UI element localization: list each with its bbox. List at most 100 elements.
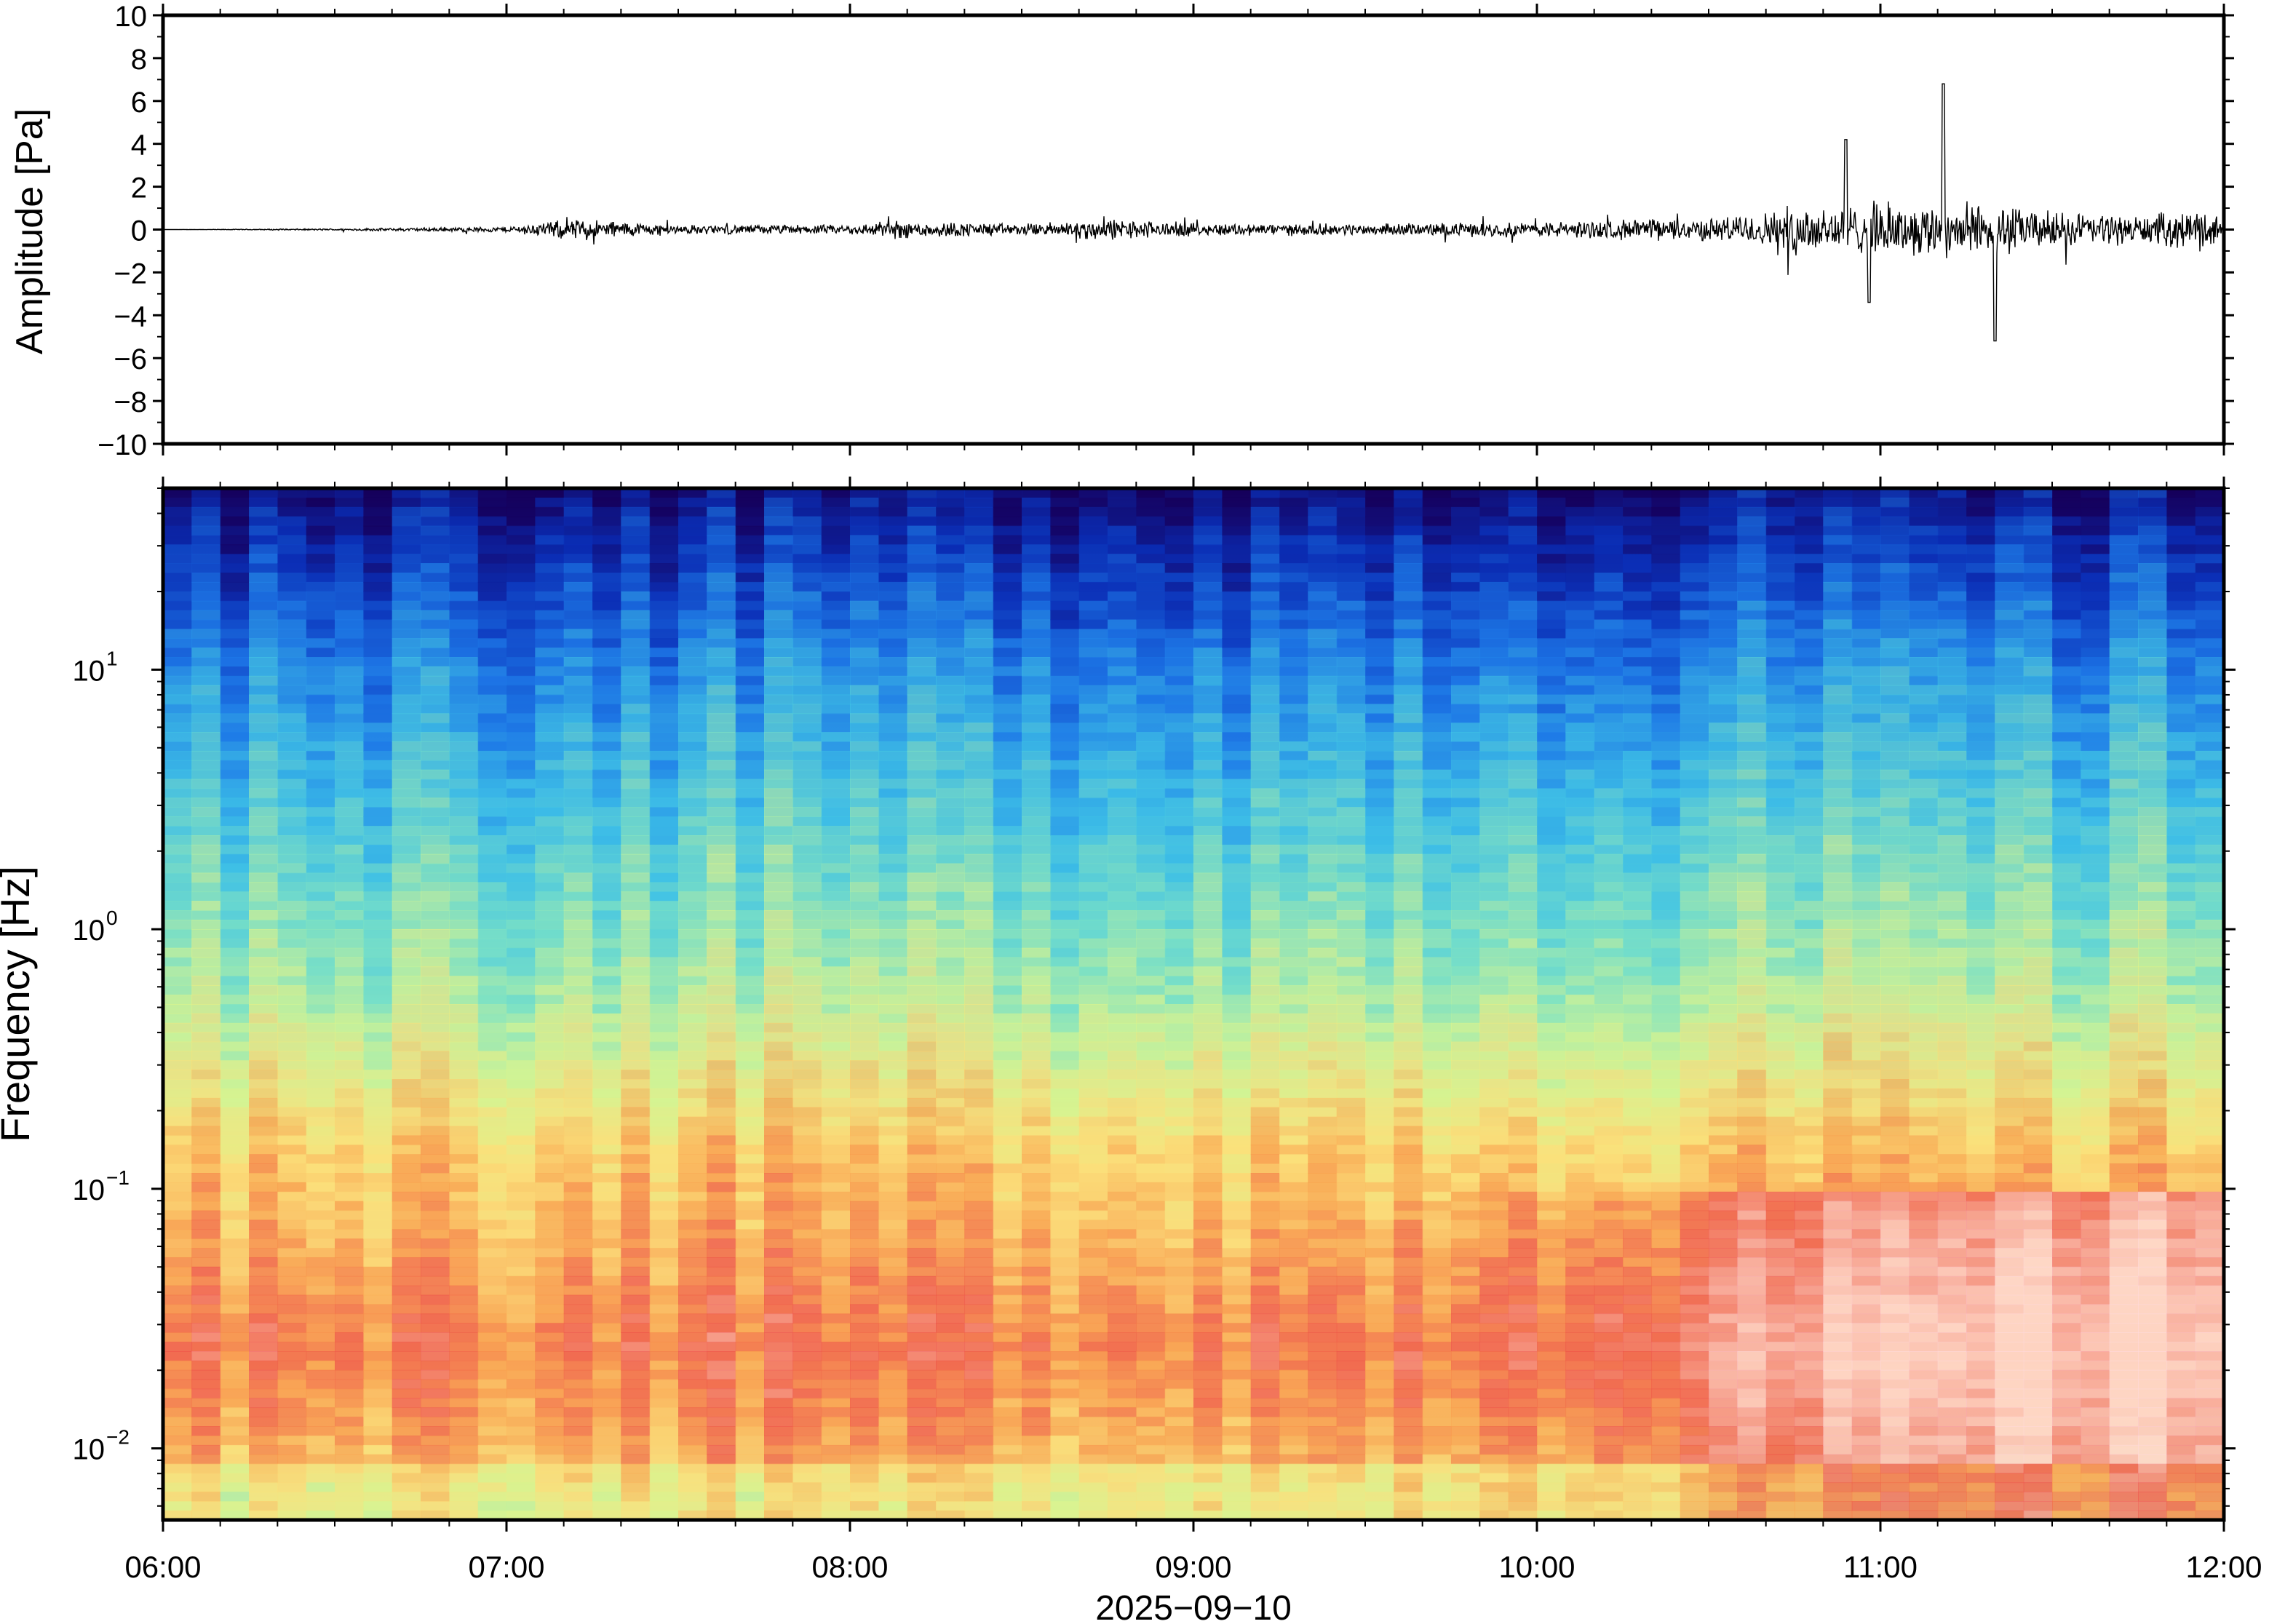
spectrogram-cell xyxy=(563,1492,593,1502)
spectrogram-cell xyxy=(506,525,536,536)
spectrogram-cell xyxy=(1336,1323,1366,1333)
spectrogram-cell xyxy=(592,1173,622,1183)
spectrogram-cell xyxy=(535,544,565,554)
spectrogram-cell xyxy=(421,704,450,715)
spectrogram-cell xyxy=(678,1398,708,1409)
spectrogram-cell xyxy=(535,1398,565,1409)
spectrogram-cell xyxy=(707,666,736,677)
spectrogram-cell xyxy=(1336,1163,1366,1174)
spectrogram-cell xyxy=(363,844,393,855)
spectrogram-cell xyxy=(1193,826,1223,836)
spectrogram-cell xyxy=(249,591,279,602)
spectrogram-cell xyxy=(163,957,193,968)
spectrogram-cell xyxy=(563,1342,593,1352)
spectrogram-cell xyxy=(421,853,450,864)
y-tick-label: 6 xyxy=(131,87,147,119)
spectrogram-cell xyxy=(1222,657,1252,667)
spectrogram-cell xyxy=(1250,1182,1280,1193)
spectrogram-cell xyxy=(1394,1379,1423,1390)
spectrogram-cell xyxy=(306,1229,335,1240)
spectrogram-cell xyxy=(220,760,250,771)
spectrogram-cell xyxy=(1164,1501,1194,1511)
spectrogram-cell xyxy=(1250,1210,1280,1221)
spectrogram-cell xyxy=(363,1454,393,1465)
spectrogram-cell xyxy=(1108,901,1137,911)
spectrogram-cell xyxy=(421,835,450,845)
spectrogram-cell xyxy=(1050,581,1080,592)
spectrogram-cell xyxy=(1422,694,1452,705)
spectrogram-cell xyxy=(306,779,335,789)
spectrogram-cell xyxy=(993,769,1022,780)
spectrogram-cell xyxy=(707,835,736,845)
spectrogram-cell xyxy=(993,1323,1022,1333)
spectrogram-cell xyxy=(335,563,365,573)
spectrogram-cell xyxy=(1365,1417,1395,1427)
spectrogram-cell xyxy=(592,619,622,630)
spectrogram-cell xyxy=(563,910,593,920)
spectrogram-cell xyxy=(964,788,994,799)
spectrogram-cell xyxy=(764,816,794,827)
spectrogram-cell xyxy=(1078,995,1108,1005)
spectrogram-cell xyxy=(1308,976,1338,986)
spectrogram-cell xyxy=(1136,1013,1166,1024)
spectrogram-cell xyxy=(1164,1154,1194,1164)
spectrogram-cell xyxy=(306,788,335,799)
spectrogram-cell xyxy=(163,713,193,724)
spectrogram-cell xyxy=(535,554,565,564)
spectrogram-cell xyxy=(1108,1219,1137,1230)
spectrogram-cell xyxy=(335,1332,365,1342)
spectrogram-cell xyxy=(792,600,822,611)
spectrogram-cell xyxy=(678,928,708,939)
spectrogram-cell xyxy=(878,648,908,658)
spectrogram-cell xyxy=(477,591,507,602)
spectrogram-cell xyxy=(335,1088,365,1099)
spectrogram-cell xyxy=(735,497,765,508)
spectrogram-cell xyxy=(477,581,507,592)
spectrogram-cell xyxy=(821,1126,851,1137)
spectrogram-cell xyxy=(907,1360,937,1371)
spectrogram-cell xyxy=(535,891,565,901)
spectrogram-cell xyxy=(277,544,307,554)
spectrogram-cell xyxy=(306,1501,335,1511)
spectrogram-cell xyxy=(1279,1107,1309,1118)
spectrogram-cell xyxy=(449,947,479,958)
spectrogram-cell xyxy=(707,685,736,696)
spectrogram-cell xyxy=(1279,966,1309,977)
spectrogram-cell xyxy=(1193,976,1223,986)
spectrogram-cell xyxy=(936,1041,966,1052)
spectrogram-cell xyxy=(535,657,565,667)
spectrogram-cell xyxy=(1108,1436,1137,1446)
spectrogram-cell xyxy=(220,872,250,883)
spectrogram-cell xyxy=(535,704,565,715)
spectrogram-cell xyxy=(993,1313,1022,1324)
spectrogram-cell xyxy=(277,1201,307,1211)
spectrogram-cell xyxy=(421,1492,450,1502)
spectrogram-cell xyxy=(764,573,794,583)
spectrogram-cell xyxy=(1108,910,1137,920)
waveform-y-label: Amplitude [Pa] xyxy=(9,108,51,354)
spectrogram-cell xyxy=(1365,657,1395,667)
spectrogram-cell xyxy=(249,1051,279,1062)
spectrogram-cell xyxy=(191,1257,221,1267)
spectrogram-cell xyxy=(764,760,794,771)
spectrogram-cell xyxy=(1078,1436,1108,1446)
spectrogram-cell xyxy=(792,563,822,573)
spectrogram-cell xyxy=(792,713,822,724)
spectrogram-cell xyxy=(621,1436,651,1446)
spectrogram-cell xyxy=(1108,685,1137,696)
spectrogram-cell xyxy=(792,863,822,874)
spectrogram-cell xyxy=(249,1079,279,1089)
spectrogram-cell xyxy=(1308,901,1338,911)
spectrogram-cell xyxy=(821,863,851,874)
spectrogram-cell xyxy=(764,488,794,498)
spectrogram-cell xyxy=(1250,1426,1280,1436)
spectrogram-cell xyxy=(1365,1482,1395,1493)
spectrogram-cell xyxy=(563,863,593,874)
spectrogram-cell xyxy=(1050,938,1080,949)
spectrogram-cell xyxy=(220,1116,250,1127)
spectrogram-cell xyxy=(1365,826,1395,836)
spectrogram-cell xyxy=(592,1275,622,1286)
spectrogram-cell xyxy=(735,1417,765,1427)
spectrogram-cell xyxy=(277,1351,307,1361)
spectrogram-cell xyxy=(335,797,365,808)
